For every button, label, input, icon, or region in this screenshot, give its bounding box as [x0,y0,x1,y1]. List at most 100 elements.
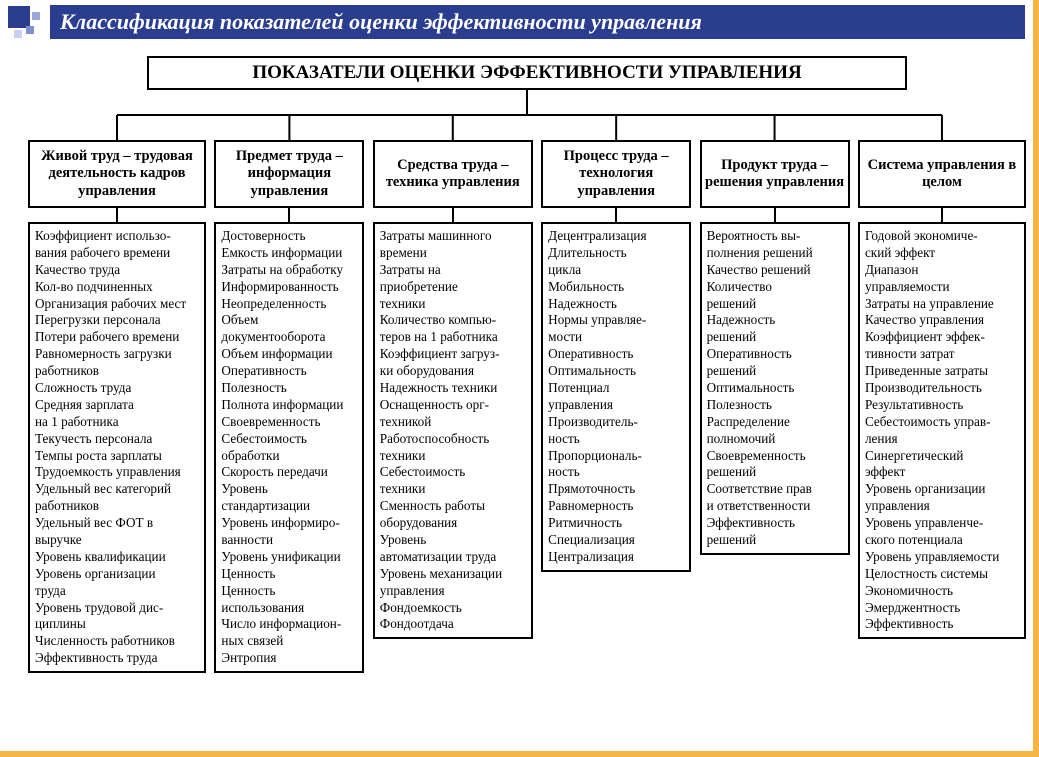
list-item: Оптимальность [707,380,843,397]
list-item: Потери рабочего времени [35,329,199,346]
list-item: Длительность цикла [548,245,684,279]
list-item: Информированность [221,279,357,296]
list-item: Приведенные затраты [865,363,1019,380]
list-item: Объем документооборота [221,312,357,346]
list-item: Коэффициент использо- вания рабочего вре… [35,228,199,262]
column-head: Живой труд – трудовая деятельность кадро… [28,140,206,208]
list-item: Целостность системы [865,566,1019,583]
list-item: Вероятность вы- полнения решений [707,228,843,262]
list-item: Производитель- ность [548,414,684,448]
list-item: Специализация [548,532,684,549]
list-item: Надежность [548,296,684,313]
list-item: Неопределенность [221,296,357,313]
list-item: Уровень стандартизации [221,481,357,515]
list-item: Затраты на приобретение техники [380,262,526,313]
column-1: Предмет труда – информация управления Дос… [214,140,364,673]
list-item: Пропорциональ- ность [548,448,684,482]
column-body: Затраты машинного времениЗатраты на прио… [373,222,533,639]
column-0: Живой труд – трудовая деятельность кадро… [28,140,206,673]
slide: Классификация показателей оценки эффекти… [0,0,1039,757]
column-body: Годовой экономиче- ский эффектДиапазон у… [858,222,1026,639]
list-item: Оперативность решений [707,346,843,380]
list-item: Достоверность [221,228,357,245]
list-item: Перегрузки персонала [35,312,199,329]
list-item: Уровень автоматизации труда [380,532,526,566]
list-item: Качество труда [35,262,199,279]
column-body: ДостоверностьЕмкость информацииЗатраты н… [214,222,364,673]
list-item: Удельный вес категорий работников [35,481,199,515]
list-item: Эффективность [865,616,1019,633]
list-item: Уровень квалификации [35,549,199,566]
list-item: Равномерность [548,498,684,515]
list-item: Своевременность решений [707,448,843,482]
list-item: Уровень трудовой дис- циплины [35,600,199,634]
list-item: Себестоимость обработки [221,431,357,465]
list-item: Работоспособность техники [380,431,526,465]
list-item: Объем информации [221,346,357,363]
bullet-icon [8,6,42,40]
slide-title: Классификация показателей оценки эффекти… [50,5,1025,39]
list-item: Эмерджентность [865,600,1019,617]
columns-container: Живой труд – трудовая деятельность кадро… [28,140,1026,673]
list-item: Прямоточность [548,481,684,498]
column-body: Коэффициент использо- вания рабочего вре… [28,222,206,673]
list-item: Равномерность загрузки работников [35,346,199,380]
list-item: Ритмичность [548,515,684,532]
column-2: Средства труда – техника управления Затра… [373,140,533,673]
list-item: Оснащенность орг- техникой [380,397,526,431]
list-item: Затраты машинного времени [380,228,526,262]
list-item: Полезность [707,397,843,414]
list-item: Годовой экономиче- ский эффект [865,228,1019,262]
list-item: Средняя зарплата на 1 работника [35,397,199,431]
list-item: Коэффициент эффек- тивности затрат [865,329,1019,363]
list-item: Надежность решений [707,312,843,346]
list-item: Кол-во подчиненных [35,279,199,296]
list-item: Оперативность [221,363,357,380]
list-item: Уровень организации труда [35,566,199,600]
list-item: Себестоимость техники [380,464,526,498]
list-item: Нормы управляе- мости [548,312,684,346]
list-item: Уровень управляемости [865,549,1019,566]
list-item: Эффективность труда [35,650,199,667]
list-item: Численность работников [35,633,199,650]
list-item: Организация рабочих мест [35,296,199,313]
list-item: Уровень информиро- ванности [221,515,357,549]
list-item: Текучесть персонала [35,431,199,448]
list-item: Ценность использования [221,583,357,617]
list-item: Полнота информации [221,397,357,414]
list-item: Централизация [548,549,684,566]
column-head: Предмет труда – информация управления [214,140,364,208]
list-item: Коэффициент загруз- ки оборудования [380,346,526,380]
list-item: Соответствие прав и ответственности [707,481,843,515]
diagram: ПОКАЗАТЕЛИ ОЦЕНКИ ЭФФЕКТИВНОСТИ УПРАВЛЕН… [28,56,1026,673]
column-3: Процесс труда – технология управленияДец… [541,140,691,673]
list-item: Надежность техники [380,380,526,397]
list-item: Производительность [865,380,1019,397]
column-4: Продукт труда – решения управленияВероят… [700,140,850,673]
list-item: Диапазон управляемости [865,262,1019,296]
list-item: Себестоимость управ- ления [865,414,1019,448]
column-body: ДецентрализацияДлительность циклаМобильн… [541,222,691,572]
list-item: Число информацион- ных связей [221,616,357,650]
list-item: Фондоотдача [380,616,526,633]
list-item: Удельный вес ФОТ в выручке [35,515,199,549]
list-item: Уровень унификации [221,549,357,566]
title-bar: Классификация показателей оценки эффекти… [0,0,1033,40]
column-5: Система управления в целом Годовой эконом… [858,140,1026,673]
list-item: Ценность [221,566,357,583]
list-item: Полезность [221,380,357,397]
list-item: Затраты на управление [865,296,1019,313]
list-item: Уровень организации управления [865,481,1019,515]
list-item: Уровень управленче- ского потенциала [865,515,1019,549]
list-item: Количество решений [707,279,843,313]
list-item: Потенциал управления [548,380,684,414]
column-head: Система управления в целом [858,140,1026,208]
list-item: Оперативность [548,346,684,363]
list-item: Эффективность решений [707,515,843,549]
column-head: Средства труда – техника управления [373,140,533,208]
list-item: Темпы роста зарплаты [35,448,199,465]
list-item: Энтропия [221,650,357,667]
list-item: Емкость информации [221,245,357,262]
list-item: Результативность [865,397,1019,414]
list-item: Трудоемкость управления [35,464,199,481]
